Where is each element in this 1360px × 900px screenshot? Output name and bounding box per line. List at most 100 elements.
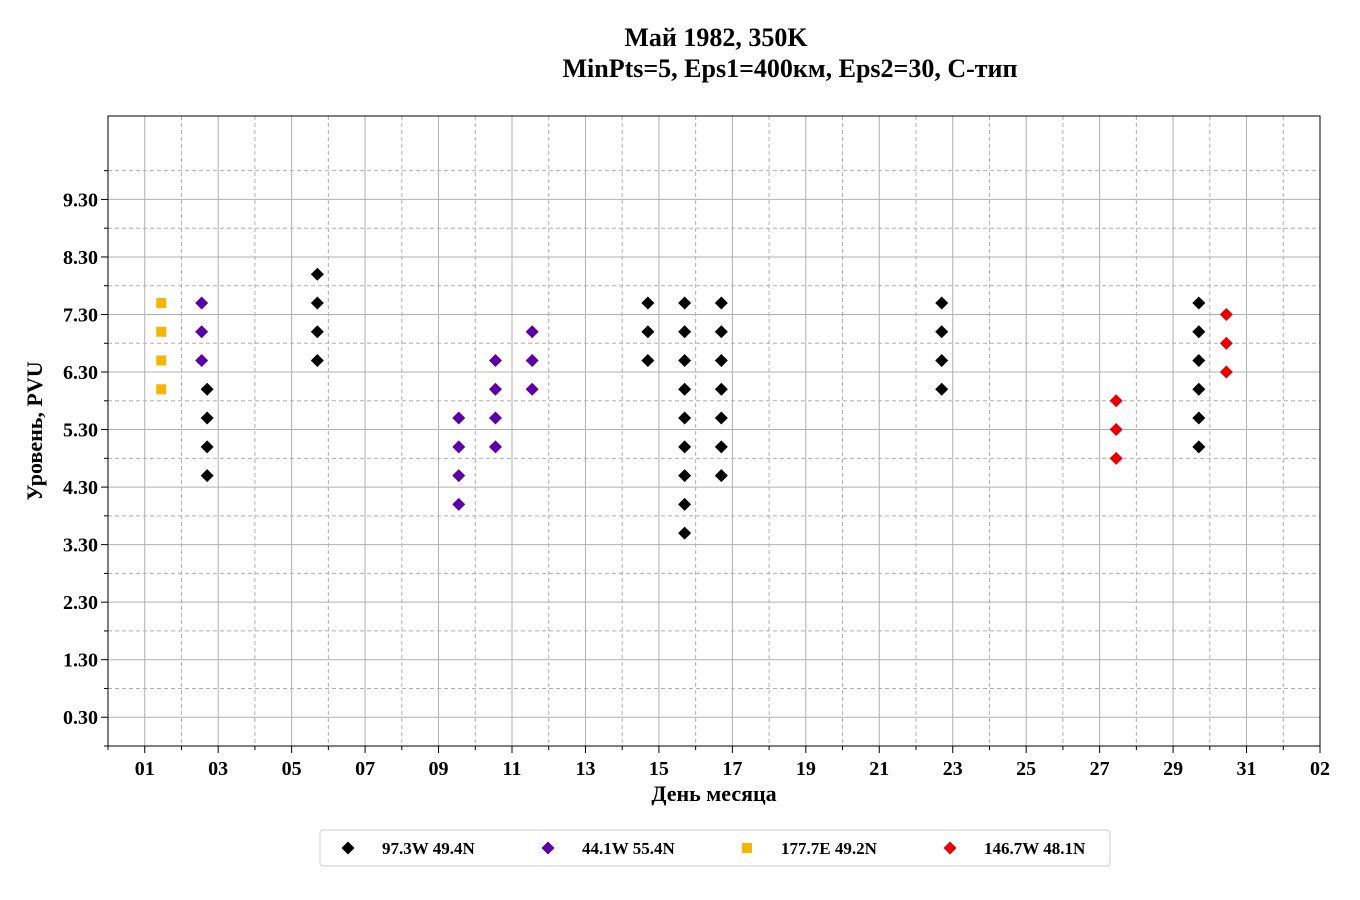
data-point — [678, 354, 692, 368]
y-tick-label: 4.30 — [63, 477, 98, 499]
data-point — [1192, 296, 1206, 310]
axis-ticks: 01 03 05 07 09 11 13 15 17 19 21 23 25 27 29 31 02 0.30 1.… — [63, 170, 1330, 780]
series-3 — [156, 297, 167, 395]
x-tick-label: 05 — [282, 758, 302, 780]
x-tick-label: 21 — [869, 758, 889, 780]
x-tick-label: 27 — [1090, 758, 1110, 780]
data-point — [525, 325, 539, 339]
data-point — [1192, 440, 1206, 454]
y-tick-label: 9.30 — [63, 189, 98, 211]
y-tick-label: 8.30 — [63, 247, 98, 269]
data-point — [195, 296, 209, 310]
x-tick-label: 23 — [943, 758, 963, 780]
data-point — [714, 411, 728, 425]
y-tick-label: 6.30 — [63, 362, 98, 384]
data-point — [678, 382, 692, 396]
data-point — [156, 384, 167, 395]
x-tick-label: 01 — [135, 758, 155, 780]
y-tick-label: 1.30 — [63, 650, 98, 672]
data-point — [525, 354, 539, 368]
x-axis-label: День месяца — [651, 781, 776, 806]
y-tick-label: 0.30 — [63, 707, 98, 729]
legend-label: 44.1W 55.4N — [582, 839, 675, 858]
data-point — [935, 354, 949, 368]
x-tick-label: 09 — [429, 758, 449, 780]
data-point — [488, 382, 502, 396]
x-tick-label: 02 — [1310, 758, 1330, 780]
x-tick-label: 19 — [796, 758, 816, 780]
series-2 — [195, 296, 539, 511]
data-point — [678, 497, 692, 511]
x-tick-label: 07 — [355, 758, 375, 780]
data-point — [714, 440, 728, 454]
data-point — [714, 296, 728, 310]
data-point — [488, 440, 502, 454]
data-point — [1192, 382, 1206, 396]
data-point — [200, 440, 214, 454]
series-1 — [200, 267, 1206, 540]
data-point — [310, 325, 324, 339]
data-point — [678, 411, 692, 425]
data-point — [200, 469, 214, 483]
data-point — [641, 325, 655, 339]
data-point — [678, 296, 692, 310]
y-tick-label: 5.30 — [63, 420, 98, 442]
data-point — [156, 355, 167, 366]
data-point — [452, 440, 466, 454]
x-tick-label: 11 — [503, 758, 522, 780]
legend-marker — [742, 843, 752, 853]
data-point — [452, 497, 466, 511]
x-tick-label: 25 — [1016, 758, 1036, 780]
data-point — [641, 296, 655, 310]
data-point — [200, 382, 214, 396]
x-tick-label: 15 — [649, 758, 669, 780]
y-tick-label: 2.30 — [63, 592, 98, 614]
data-point — [452, 411, 466, 425]
legend: 97.3W 49.4N 44.1W 55.4N 177.7E 49.2N 146.7W… — [319, 829, 1111, 867]
plot-frame — [107, 115, 1321, 747]
data-point — [678, 325, 692, 339]
data-point — [156, 326, 167, 337]
data-point — [195, 354, 209, 368]
data-point — [1109, 451, 1123, 465]
y-tick-label: 7.30 — [63, 304, 98, 326]
data-point — [714, 382, 728, 396]
y-axis-label: Уровень, PVU — [22, 361, 47, 500]
x-tick-label: 29 — [1163, 758, 1183, 780]
data-point — [310, 267, 324, 281]
chart-subtitle: MinPts=5, Eps1=400км, Eps2=30, С-тип — [562, 54, 1017, 83]
legend-label: 97.3W 49.4N — [382, 839, 475, 858]
data-point — [1219, 307, 1233, 321]
x-tick-label: 31 — [1237, 758, 1257, 780]
data-point — [1192, 411, 1206, 425]
data-point — [1109, 423, 1123, 437]
data-point — [1219, 365, 1233, 379]
legend-marker — [541, 841, 555, 855]
data-point — [1109, 394, 1123, 408]
data-point — [525, 382, 539, 396]
data-point — [488, 354, 502, 368]
grid — [107, 116, 1321, 747]
data-point — [714, 354, 728, 368]
data-point — [935, 382, 949, 396]
data-point — [156, 297, 167, 308]
data-point — [678, 526, 692, 540]
data-point — [678, 469, 692, 483]
x-tick-label: 13 — [575, 758, 595, 780]
data-points — [156, 267, 1233, 540]
data-point — [488, 411, 502, 425]
data-point — [310, 354, 324, 368]
series-4 — [1109, 307, 1233, 465]
data-point — [641, 354, 655, 368]
x-tick-label: 03 — [208, 758, 228, 780]
data-point — [678, 440, 692, 454]
data-point — [1192, 325, 1206, 339]
data-point — [452, 469, 466, 483]
data-point — [200, 411, 214, 425]
legend-label: 146.7W 48.1N — [984, 839, 1086, 858]
data-point — [1192, 354, 1206, 368]
data-point — [714, 325, 728, 339]
legend-label: 177.7E 49.2N — [781, 839, 878, 858]
legend-marker — [341, 841, 355, 855]
